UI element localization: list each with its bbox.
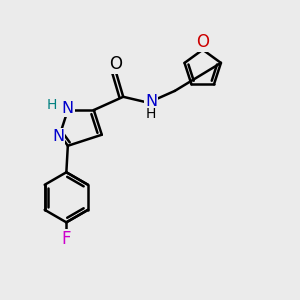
Text: F: F (61, 230, 71, 248)
Text: H: H (146, 107, 156, 121)
Text: N: N (145, 94, 157, 109)
Text: O: O (196, 33, 209, 51)
Text: O: O (110, 56, 122, 74)
Text: N: N (52, 129, 64, 144)
Text: H: H (46, 98, 57, 112)
Text: N: N (62, 101, 74, 116)
